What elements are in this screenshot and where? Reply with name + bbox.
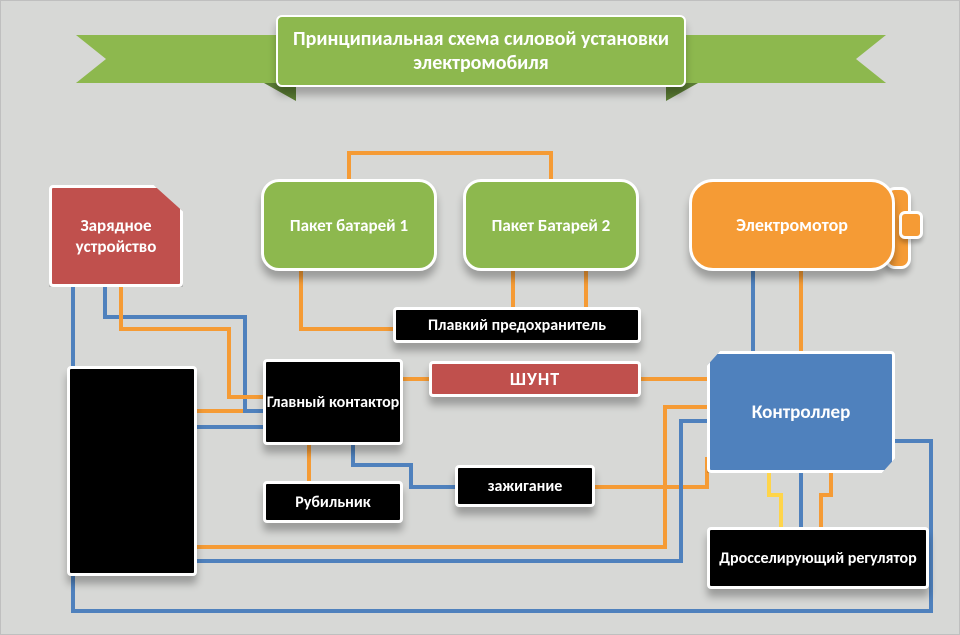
banner-tail-right [666,35,886,83]
node-ignition: зажигание [455,465,595,507]
node-fuse-label: Плавкий предохранитель [428,316,606,335]
node-battery2: Пакет Батарей 2 [463,179,639,271]
banner-title-text: Принципиальная схема силовой установки э… [288,27,674,75]
banner-title: Принципиальная схема силовой установки э… [276,15,686,87]
node-ignition-label: зажигание [488,477,563,496]
node-throttle: Дросселирующий регулятор [707,527,929,589]
banner-tail-left [76,35,296,83]
node-controller: Контроллер [707,351,895,473]
diagram-stage: Принципиальная схема силовой установки э… [0,0,960,635]
motor-body: Электромотор [689,179,895,271]
node-battery2-label: Пакет Батарей 2 [492,215,611,236]
node-controller-label: Контроллер [752,401,851,424]
node-switch: Рубильник [263,481,403,523]
node-panel [67,366,197,576]
motor-label: Электромотор [736,214,848,236]
node-switch-label: Рубильник [295,493,370,512]
motor-shaft [899,211,923,239]
node-fuse: Плавкий предохранитель [393,307,641,343]
node-battery1-label: Пакет батарей 1 [290,215,408,236]
node-throttle-label: Дросселирующий регулятор [719,549,916,568]
node-battery1: Пакет батарей 1 [261,179,437,271]
node-motor: Электромотор [689,179,921,271]
node-main_contactor-label: Главный контактор [267,393,400,412]
node-shunt-label: ШУНТ [510,368,560,390]
node-charger: Зарядное устройство [49,185,183,287]
node-main_contactor: Главный контактор [263,359,403,445]
title-banner: Принципиальная схема силовой установки э… [76,13,886,113]
node-shunt: ШУНТ [429,361,641,397]
node-charger-label: Зарядное устройство [52,215,180,257]
